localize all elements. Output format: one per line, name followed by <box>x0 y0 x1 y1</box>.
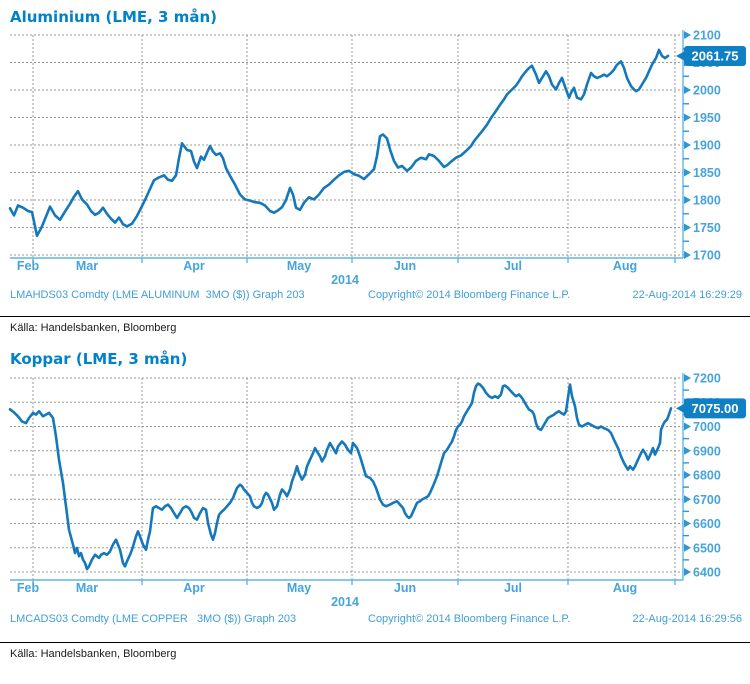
svg-text:6600: 6600 <box>693 517 721 531</box>
source-text: Källa: Handelsbanken, Bloomberg <box>10 322 177 334</box>
price-line <box>8 382 673 571</box>
koppar-chart-title: Koppar (LME, 3 mån) <box>10 350 188 368</box>
svg-text:6900: 6900 <box>693 444 721 458</box>
svg-text:Jul: Jul <box>504 259 522 273</box>
footer-ticker: LMAHDS03 Comdty (LME ALUMINUM 3MO ($)) G… <box>10 289 305 301</box>
svg-text:Jul: Jul <box>504 581 522 595</box>
svg-text:Jun: Jun <box>394 259 416 273</box>
x-axis-labels: Feb Mar Apr May Jun Jul Aug 2014 <box>17 259 637 287</box>
svg-text:2000: 2000 <box>693 84 721 98</box>
aluminium-price-chart: 2100205020001950190018501800175017002061… <box>8 29 746 301</box>
svg-text:2061.75: 2061.75 <box>692 49 739 64</box>
svg-text:Jun: Jun <box>394 581 416 595</box>
svg-text:Feb: Feb <box>17 259 40 273</box>
aluminium-chart-title: Aluminium (LME, 3 mån) <box>10 8 218 26</box>
svg-text:1900: 1900 <box>693 139 721 153</box>
svg-text:Feb: Feb <box>17 581 40 595</box>
koppar-chart-section: Koppar (LME, 3 mån) 72007100700069006800… <box>0 350 750 666</box>
svg-text:Aug: Aug <box>613 581 637 595</box>
svg-text:1700: 1700 <box>693 249 721 263</box>
svg-text:2100: 2100 <box>693 29 721 43</box>
svg-text:7000: 7000 <box>693 420 721 434</box>
last-price-badge: 7075.00 <box>676 398 746 419</box>
svg-text:2014: 2014 <box>331 595 359 609</box>
gridlines <box>10 34 683 258</box>
svg-text:Mar: Mar <box>76 581 98 595</box>
koppar-price-chart: 7200710070006900680067006600650064007075… <box>8 372 746 625</box>
x-axis-labels: Feb Mar Apr May Jun Jul Aug 2014 <box>17 581 637 609</box>
price-line <box>8 48 670 238</box>
separator-line <box>0 642 750 643</box>
svg-text:1850: 1850 <box>693 166 721 180</box>
bloomberg-footer: LMCADS03 Comdty (LME COPPER 3MO ($)) Gra… <box>10 613 742 625</box>
svg-text:Apr: Apr <box>183 581 205 595</box>
svg-text:May: May <box>287 581 311 595</box>
svg-text:2014: 2014 <box>331 273 359 287</box>
footer-ticker: LMCADS03 Comdty (LME COPPER 3MO ($)) Gra… <box>10 613 296 625</box>
bloomberg-footer: LMAHDS03 Comdty (LME ALUMINUM 3MO ($)) G… <box>10 289 742 301</box>
footer-copyright: Copyright© 2014 Bloomberg Finance L.P. <box>368 613 570 625</box>
svg-text:7200: 7200 <box>693 372 721 386</box>
svg-text:Mar: Mar <box>76 259 98 273</box>
svg-text:1950: 1950 <box>693 111 721 125</box>
svg-text:7075.00: 7075.00 <box>692 401 739 416</box>
y-axis-ticks: 210020502000195019001850180017501700 <box>683 29 721 263</box>
svg-text:Aug: Aug <box>613 259 637 273</box>
svg-text:6800: 6800 <box>693 469 721 483</box>
svg-text:1800: 1800 <box>693 194 721 208</box>
last-price-badge: 2061.75 <box>676 46 746 67</box>
svg-text:1750: 1750 <box>693 221 721 235</box>
gridlines <box>10 377 683 580</box>
y-axis-ticks: 720071007000690068006700660065006400 <box>683 372 721 580</box>
aluminium-chart-section: Aluminium (LME, 3 mån) 21002050200019501… <box>0 8 750 334</box>
footer-timestamp: 22-Aug-2014 16:29:29 <box>633 289 742 301</box>
svg-text:6700: 6700 <box>693 493 721 507</box>
svg-text:6400: 6400 <box>693 566 721 580</box>
source-text: Källa: Handelsbanken, Bloomberg <box>10 648 177 660</box>
axes <box>10 30 684 263</box>
svg-text:Apr: Apr <box>183 259 205 273</box>
axes <box>10 373 684 585</box>
footer-timestamp: 22-Aug-2014 16:29:56 <box>633 613 742 625</box>
separator-line <box>0 316 750 317</box>
svg-text:May: May <box>287 259 311 273</box>
svg-text:6500: 6500 <box>693 541 721 555</box>
footer-copyright: Copyright© 2014 Bloomberg Finance L.P. <box>368 289 570 301</box>
